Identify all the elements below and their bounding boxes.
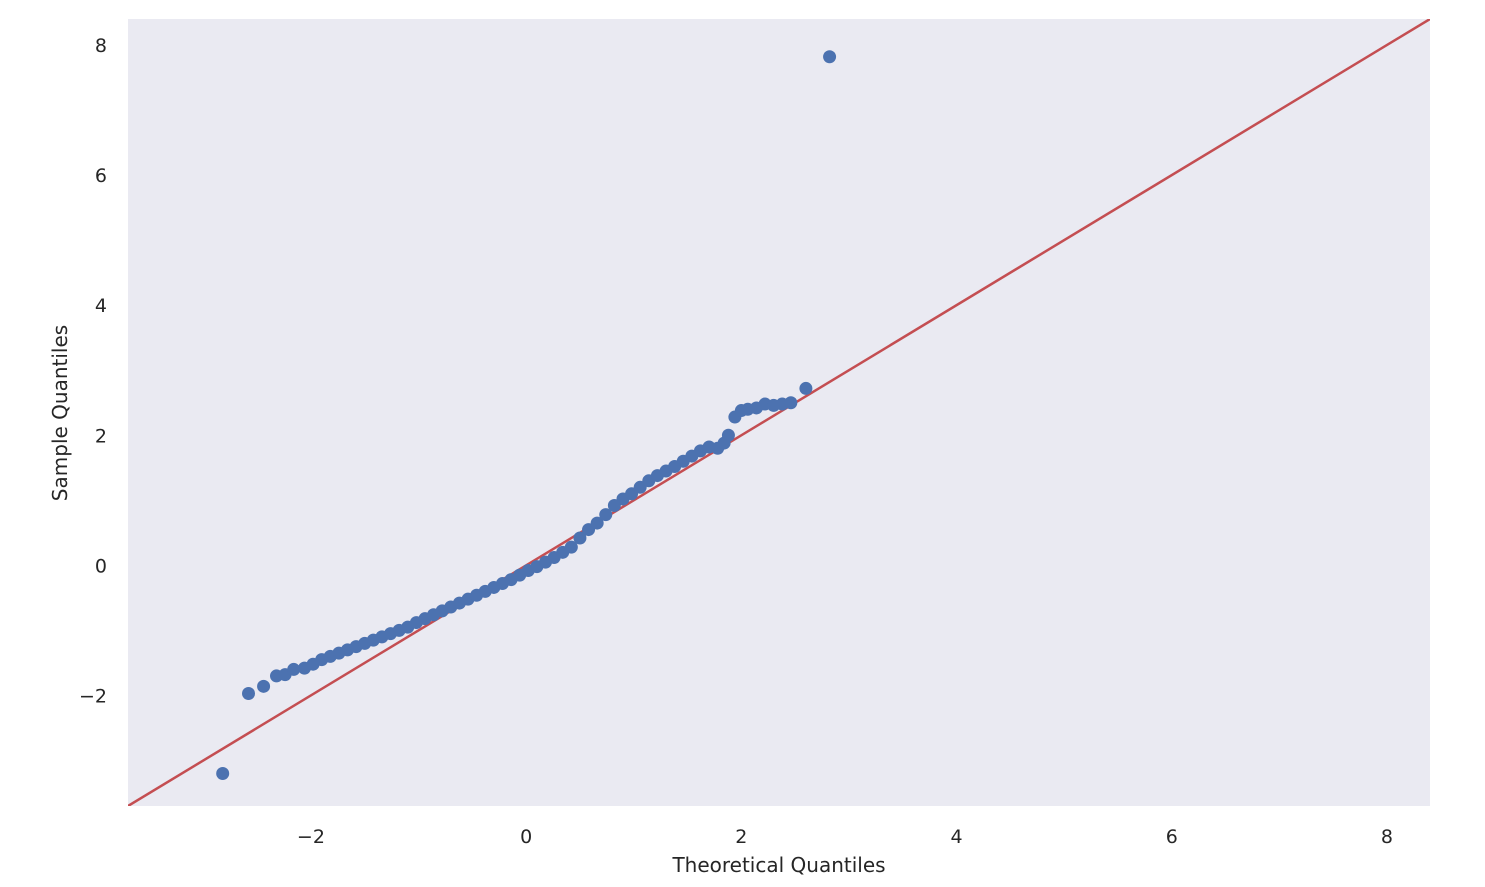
- data-point: [242, 686, 256, 700]
- data-point: [287, 662, 301, 676]
- data-point: [784, 396, 798, 410]
- y-tick-label: 6: [95, 165, 107, 187]
- data-point: [823, 50, 837, 64]
- data-point: [590, 516, 604, 530]
- y-tick-label: 4: [95, 295, 107, 317]
- data-point: [721, 428, 735, 442]
- x-tick-label: −2: [297, 826, 325, 848]
- y-tick-label: 2: [95, 425, 107, 447]
- x-tick-label: 8: [1381, 826, 1393, 848]
- data-point: [257, 679, 271, 693]
- reference-line: [128, 19, 1430, 806]
- data-point: [799, 381, 813, 395]
- data-point: [564, 540, 578, 554]
- data-point: [573, 531, 587, 545]
- data-point: [216, 766, 230, 780]
- x-tick-label: 2: [735, 826, 747, 848]
- x-tick-label: 6: [1166, 826, 1178, 848]
- x-axis-label: Theoretical Quantiles: [671, 853, 885, 877]
- x-tick-label: 0: [520, 826, 532, 848]
- y-tick-label: 0: [95, 555, 107, 577]
- y-axis-label: Sample Quantiles: [48, 325, 72, 501]
- x-tick-label: 4: [950, 826, 962, 848]
- y-tick-label: −2: [79, 685, 107, 707]
- data-point: [599, 508, 613, 522]
- y-tick-label: 8: [95, 35, 107, 57]
